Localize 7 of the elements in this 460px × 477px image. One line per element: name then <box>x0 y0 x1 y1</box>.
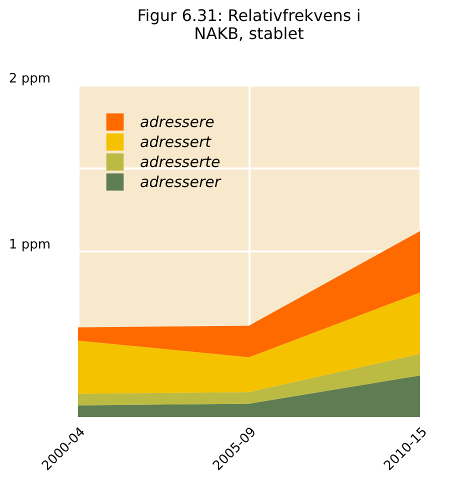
legend-label: adresserer <box>140 173 222 191</box>
legend-label: adressert <box>140 133 212 151</box>
legend-label: adressere <box>140 113 214 131</box>
y-tick-label: 2 ppm <box>8 72 50 86</box>
legend-label: adresserte <box>140 153 220 171</box>
y-tick-label: 1 ppm <box>8 238 50 252</box>
chart-title: Figur 6.31: Relativfrekvens i NAKB, stablet <box>137 6 361 43</box>
